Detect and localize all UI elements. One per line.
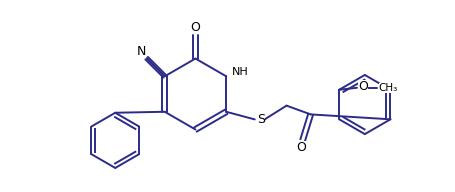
Text: S: S [256,113,264,126]
Text: O: O [357,80,367,93]
Text: N: N [136,45,146,58]
Text: O: O [295,141,305,154]
Text: NH: NH [231,67,248,77]
Text: CH₃: CH₃ [378,83,397,93]
Text: O: O [190,21,200,34]
